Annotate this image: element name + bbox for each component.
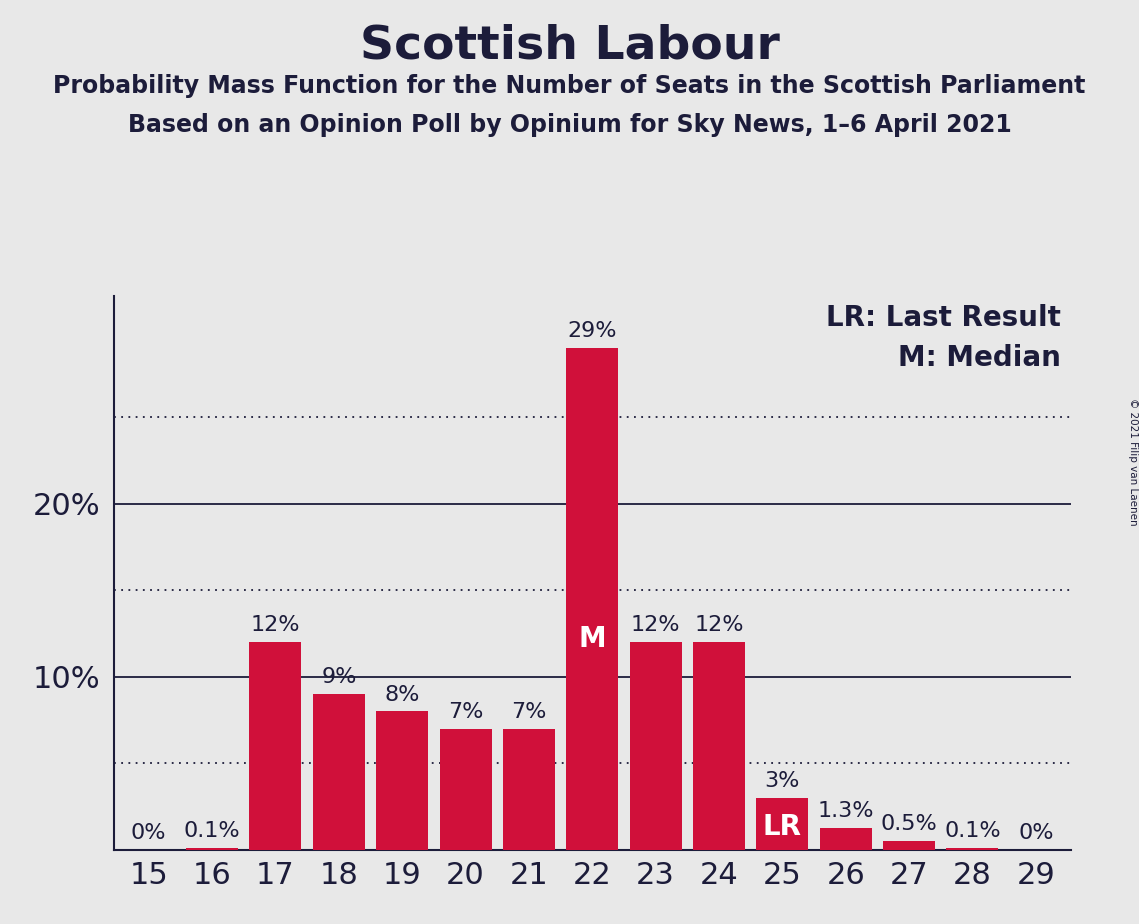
Text: 0.1%: 0.1% — [183, 821, 240, 842]
Bar — [440, 729, 492, 850]
Text: 0%: 0% — [1018, 823, 1054, 843]
Text: 12%: 12% — [631, 615, 680, 636]
Text: 12%: 12% — [695, 615, 744, 636]
Text: 0.5%: 0.5% — [880, 814, 937, 834]
Bar — [249, 642, 302, 850]
Bar — [376, 711, 428, 850]
Bar — [186, 848, 238, 850]
Text: Probability Mass Function for the Number of Seats in the Scottish Parliament: Probability Mass Function for the Number… — [54, 74, 1085, 98]
Text: 9%: 9% — [321, 667, 357, 687]
Bar — [883, 842, 935, 850]
Text: LR: LR — [763, 813, 802, 841]
Text: M: M — [579, 625, 606, 653]
Bar — [313, 694, 364, 850]
Bar — [503, 729, 555, 850]
Bar — [756, 798, 809, 850]
Bar — [566, 347, 618, 850]
Text: 7%: 7% — [511, 702, 547, 722]
Text: Based on an Opinion Poll by Opinium for Sky News, 1–6 April 2021: Based on an Opinion Poll by Opinium for … — [128, 113, 1011, 137]
Text: LR: Last Result: LR: Last Result — [826, 304, 1062, 333]
Text: 8%: 8% — [385, 685, 420, 704]
Text: M: Median: M: Median — [899, 345, 1062, 372]
Text: 3%: 3% — [764, 772, 800, 791]
Text: 1.3%: 1.3% — [818, 800, 874, 821]
Text: 12%: 12% — [251, 615, 301, 636]
Bar — [820, 828, 871, 850]
Text: 7%: 7% — [448, 702, 483, 722]
Bar — [947, 848, 999, 850]
Text: Scottish Labour: Scottish Labour — [360, 23, 779, 68]
Text: © 2021 Filip van Laenen: © 2021 Filip van Laenen — [1129, 398, 1138, 526]
Text: 0%: 0% — [131, 823, 166, 843]
Bar — [630, 642, 681, 850]
Text: 29%: 29% — [567, 321, 617, 341]
Text: 0.1%: 0.1% — [944, 821, 1001, 842]
Bar — [693, 642, 745, 850]
